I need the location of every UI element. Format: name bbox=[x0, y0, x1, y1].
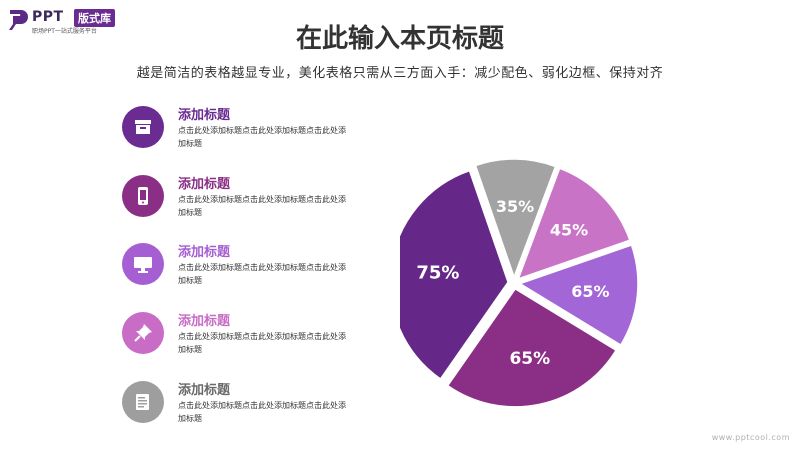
tablet-icon bbox=[138, 187, 148, 205]
page-subtitle[interactable]: 越是简洁的表格越显专业，美化表格只需从三方面入手：减少配色、弱化边框、保持对齐 bbox=[136, 66, 664, 81]
list-item: 添加标题 点击此处添加标题点击此处添加标题点击此处添加标题 bbox=[122, 175, 362, 225]
page-title[interactable]: 在此输入本页标题 bbox=[295, 24, 504, 54]
logo-brand: PPT bbox=[32, 9, 64, 25]
item-icon-circle bbox=[122, 175, 164, 217]
logo-tag: 版式库 bbox=[74, 9, 115, 27]
item-description[interactable]: 点击此处添加标题点击此处添加标题点击此处添加标题 bbox=[178, 401, 346, 423]
pie-slice-label: 35% bbox=[496, 197, 534, 216]
pie-slice-label: 75% bbox=[416, 262, 459, 283]
archive-box-icon bbox=[135, 120, 151, 134]
item-description[interactable]: 点击此处添加标题点击此处添加标题点击此处添加标题 bbox=[178, 126, 346, 148]
item-title[interactable]: 添加标题 bbox=[178, 383, 231, 398]
pie-slice-label: 65% bbox=[571, 282, 609, 301]
item-icon-circle bbox=[122, 312, 164, 354]
item-icon-circle bbox=[122, 243, 164, 285]
logo: PPT 版式库 职场PPT一站式服务平台 bbox=[8, 8, 168, 36]
list-item: 添加标题 点击此处添加标题点击此处添加标题点击此处添加标题 bbox=[122, 381, 362, 431]
logo-mark-icon bbox=[9, 10, 28, 30]
list-item: 添加标题 点击此处添加标题点击此处添加标题点击此处添加标题 bbox=[122, 312, 362, 362]
logo-subtitle: 职场PPT一站式服务平台 bbox=[32, 28, 97, 35]
pie-slice bbox=[517, 167, 631, 281]
list-item: 添加标题 点击此处添加标题点击此处添加标题点击此处添加标题 bbox=[122, 243, 362, 293]
pie-slice bbox=[474, 158, 557, 280]
item-title[interactable]: 添加标题 bbox=[178, 314, 231, 329]
pie-slice-label: 45% bbox=[550, 220, 588, 239]
pushpin-icon bbox=[134, 324, 152, 342]
pie-chart: 35% 45% 65% 65% 75% bbox=[389, 110, 660, 415]
monitor-icon bbox=[134, 257, 152, 273]
item-description[interactable]: 点击此处添加标题点击此处添加标题点击此处添加标题 bbox=[178, 195, 346, 217]
item-icon-circle bbox=[122, 106, 164, 148]
item-icon-circle bbox=[122, 381, 164, 423]
item-description[interactable]: 点击此处添加标题点击此处添加标题点击此处添加标题 bbox=[178, 263, 346, 285]
list-item: 添加标题 点击此处添加标题点击此处添加标题点击此处添加标题 bbox=[122, 106, 362, 156]
pie-slice-label: 65% bbox=[509, 349, 550, 369]
item-description[interactable]: 点击此处添加标题点击此处添加标题点击此处添加标题 bbox=[178, 332, 346, 354]
item-title[interactable]: 添加标题 bbox=[178, 177, 231, 192]
watermark: www.pptcool.com bbox=[711, 433, 790, 442]
document-icon bbox=[136, 394, 149, 410]
item-title[interactable]: 添加标题 bbox=[178, 245, 231, 260]
pie-slice bbox=[446, 287, 618, 408]
pie-slice bbox=[518, 244, 639, 347]
item-title[interactable]: 添加标题 bbox=[178, 108, 231, 123]
